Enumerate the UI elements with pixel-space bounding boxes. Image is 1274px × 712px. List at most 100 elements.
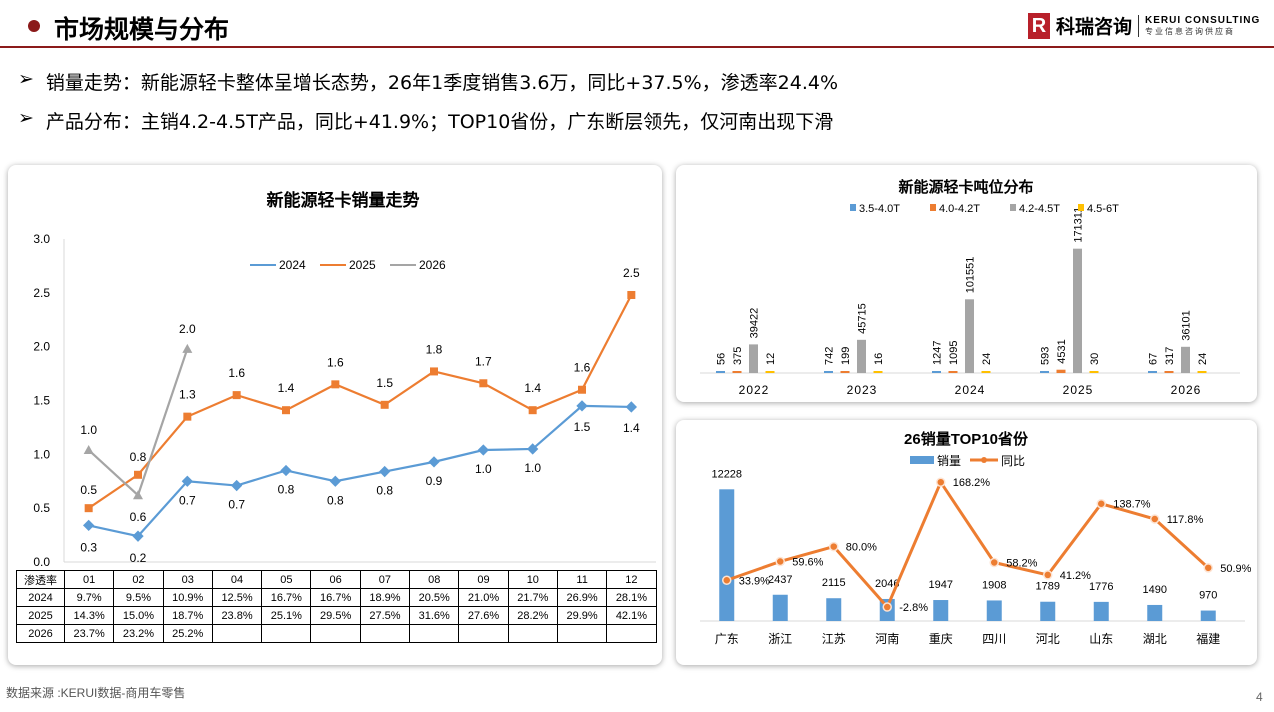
x-tick-label: 2023 <box>847 383 878 397</box>
yoy-line <box>726 479 1210 610</box>
data-label-2024: 0.8 <box>376 484 393 498</box>
point-2024 <box>231 479 243 492</box>
point-2025 <box>282 406 290 415</box>
point-2024 <box>625 401 637 413</box>
yoy-label: 58.2% <box>1006 558 1037 570</box>
month-header: 11 <box>556 570 608 589</box>
data-label-2024: 0.8 <box>278 482 295 496</box>
yoy-label: 50.9% <box>1220 563 1251 575</box>
y-tick-label: 0.0 <box>33 555 50 569</box>
province-label: 河南 <box>875 631 899 646</box>
data-label-2025: 0.5 <box>80 483 97 497</box>
y-tick-label: 1.0 <box>33 447 50 461</box>
sales-label: 1776 <box>1089 581 1113 593</box>
yoy-point <box>829 541 839 552</box>
title-bullet-icon <box>28 20 40 32</box>
province-label: 江苏 <box>822 632 846 646</box>
sales-label: 2437 <box>768 574 792 586</box>
table-cell <box>507 624 558 643</box>
bar-4.2-4.5T <box>1073 248 1082 373</box>
legend-label-2025: 2025 <box>349 258 376 272</box>
legend-swatch <box>1010 204 1016 211</box>
data-label: 45715 <box>857 303 869 334</box>
legend-label-2026: 2026 <box>419 258 446 272</box>
header-divider <box>0 46 1274 48</box>
table-cell <box>261 624 312 643</box>
legend-label: 3.5-4.0T <box>859 203 900 215</box>
legend-label: 同比 <box>1001 454 1025 468</box>
table-cell: 23.7% <box>63 624 115 643</box>
bar-sales <box>826 598 842 621</box>
table-cell <box>359 624 411 643</box>
yoy-point <box>989 557 999 568</box>
table-cell: 14.3% <box>63 606 115 625</box>
table-cell <box>409 624 460 643</box>
yoy-point <box>1150 514 1160 524</box>
table-cell: 25.1% <box>261 606 312 625</box>
yoy-point <box>1203 563 1213 573</box>
bullet-product-distribution: ➢ 产品分布：主销4.2-4.5T产品，同比+41.9%；TOP10省份，广东断… <box>18 107 833 134</box>
yoy-label: 168.2% <box>953 477 991 489</box>
point-2024 <box>181 475 193 487</box>
table-header-label: 渗透率 <box>16 570 65 589</box>
data-label-2024: 0.3 <box>80 540 97 554</box>
company-logo: R 科瑞咨询 KERUI CONSULTING 专业信息咨询供应商 <box>1028 12 1260 39</box>
y-tick-label: 2.0 <box>33 340 50 354</box>
y-tick-label: 1.5 <box>33 394 50 408</box>
bar-3.5-4.0T <box>1040 371 1049 373</box>
row-year: 2025 <box>16 606 65 625</box>
month-header: 08 <box>409 570 460 589</box>
bar-sales <box>1147 604 1163 621</box>
yoy-label: 59.6% <box>792 556 823 568</box>
y-tick-label: 0.5 <box>33 501 50 515</box>
data-label-2024: 1.0 <box>524 461 541 475</box>
month-header: 09 <box>458 570 509 589</box>
table-cell: 9.7% <box>63 588 115 607</box>
table-cell <box>211 624 263 643</box>
point-2024 <box>527 443 539 455</box>
province-card <box>676 420 1257 665</box>
data-source: 数据来源 :KERUI数据-商用车零售 <box>6 686 186 700</box>
bar-4.5-6T <box>1197 371 1207 373</box>
legend-point <box>981 457 987 463</box>
bar-4.5-6T <box>1089 371 1099 373</box>
point-2025 <box>627 290 636 299</box>
bar-sales <box>1200 610 1216 621</box>
province-label: 山东 <box>1089 632 1113 646</box>
legend-label: 4.5-6T <box>1087 203 1119 215</box>
point-2025 <box>528 406 537 415</box>
bullet-sales-trend: ➢ 销量走势：新能源轻卡整体呈增长态势，26年1季度销售3.6万，同比+37.5… <box>18 68 838 95</box>
table-cell: 9.5% <box>113 588 164 607</box>
data-label: 30 <box>1089 353 1101 365</box>
bar-sales <box>719 489 735 621</box>
bar-3.5-4.0T <box>1148 371 1157 373</box>
data-label-2025: 1.4 <box>278 381 295 395</box>
month-header: 12 <box>606 570 657 589</box>
table-row: 2026 23.7% 23.2% 25.2% <box>16 624 657 643</box>
data-label: 1095 <box>948 341 960 365</box>
month-header: 05 <box>261 570 312 589</box>
row-year: 2024 <box>16 588 65 607</box>
series-line-2025 <box>88 294 633 510</box>
month-header: 07 <box>359 570 411 589</box>
yoy-label: 33.9% <box>739 575 770 587</box>
table-cell: 21.0% <box>458 588 509 607</box>
month-header: 04 <box>211 570 263 589</box>
data-label: 12 <box>765 353 777 365</box>
table-cell: 12.5% <box>211 588 263 607</box>
legend-label: 销量 <box>937 454 961 468</box>
point-2025 <box>232 391 241 400</box>
province-chart-title: 26销量TOP10省份 <box>904 430 1029 448</box>
y-tick-label: 3.0 <box>33 232 50 246</box>
bar-4.0-4.2T <box>1164 371 1174 373</box>
bar-sales <box>772 594 788 621</box>
bar-sales <box>1093 601 1109 621</box>
data-label-2025: 0.8 <box>130 450 147 464</box>
table-cell <box>556 624 608 643</box>
bar-4.5-6T <box>981 371 991 373</box>
logo-cn-text: 科瑞咨询 <box>1056 16 1133 38</box>
data-label: 24 <box>1197 353 1209 365</box>
yoy-label: 138.7% <box>1113 499 1151 511</box>
bar-4.2-4.5T <box>749 344 758 373</box>
arrow-bullet-icon: ➢ <box>18 68 34 90</box>
